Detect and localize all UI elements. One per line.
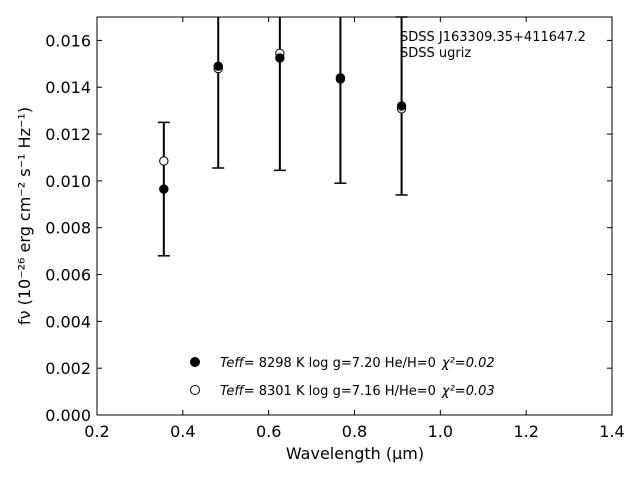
legend-entry-open: Teff= 8301 K log g=7.16 H/He=0 χ²=0.03: [190, 384, 495, 399]
data-point-filled: [213, 61, 223, 71]
y-tick-label: 0.012: [45, 125, 91, 144]
data-point-filled: [275, 53, 285, 63]
annotation-survey: SDSS ugriz: [400, 46, 471, 61]
legend-marker-open: [190, 385, 200, 395]
legend-chi-2: χ²=0.03: [441, 384, 495, 399]
svg-text:Teff= 8301 K log g=7.16 H/H: Teff= 8301 K log g=7.16 H/He=0 χ²=0.03: [220, 384, 495, 399]
legend-marker-filled: [190, 357, 200, 367]
y-tick-label: 0.004: [45, 312, 91, 331]
x-tick-label: 0.4: [170, 422, 195, 441]
legend-teff-2: Teff: [220, 384, 245, 399]
y-tick-label: 0.000: [45, 406, 91, 425]
legend-teff-1: Teff: [220, 356, 245, 371]
y-axis-label: fν (10⁻²⁶ erg cm⁻² s⁻¹ Hz⁻¹): [15, 107, 34, 325]
y-tick-label: 0.014: [45, 78, 91, 97]
x-tick-label: 1.2: [513, 422, 538, 441]
annotation-object: SDSS J163309.35+411647.2: [400, 30, 586, 45]
error-bars: [157, 16, 408, 257]
x-axis-label: Wavelength (μm): [286, 444, 424, 463]
data-point-open: [159, 156, 169, 166]
legend-chi-1: χ²=0.02: [441, 356, 495, 371]
legend-entry-filled: Teff= 8298 K log g=7.20 He/H=0 χ²=0.02: [190, 356, 495, 371]
axis-tick-labels: 0.2 0.4 0.6 0.8 1.0 1.2 1.4 0.000 0.002 0.004 0.00…: [45, 31, 625, 441]
x-tick-label: 0.8: [342, 422, 367, 441]
data-point-filled: [159, 184, 169, 194]
x-tick-label: 1.0: [428, 422, 453, 441]
data-markers: [159, 48, 407, 194]
y-tick-label: 0.016: [45, 31, 91, 50]
y-tick-label: 0.010: [45, 172, 91, 191]
x-tick-label: 1.4: [599, 422, 624, 441]
legend: Teff= 8298 K log g=7.20 He/H=0 χ²=0.02 Te…: [190, 356, 495, 399]
data-point-filled: [396, 101, 407, 111]
legend-text-2: = 8301 K log g=7.16 H/He=0: [244, 384, 436, 399]
y-tick-label: 0.006: [45, 266, 91, 285]
plot-frame: [96, 16, 613, 416]
y-tick-label: 0.008: [45, 219, 91, 238]
legend-text-1: = 8298 K log g=7.20 He/H=0: [244, 356, 436, 371]
data-point-filled: [335, 73, 346, 83]
x-tick-label: 0.6: [256, 422, 281, 441]
svg-text:Teff= 8298 K log g=7.20 He/: Teff= 8298 K log g=7.20 He/H=0 χ²=0.02: [220, 356, 495, 371]
x-tick-label: 0.2: [84, 422, 109, 441]
y-tick-label: 0.002: [45, 359, 91, 378]
